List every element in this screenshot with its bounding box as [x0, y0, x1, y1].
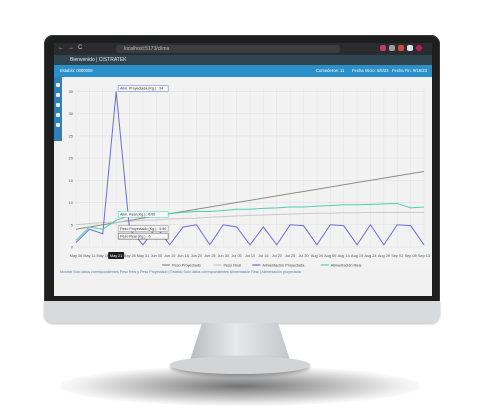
x-tick-highlight	[108, 252, 125, 259]
y-tick-label: 25	[69, 133, 74, 138]
y-tick-label: 30	[69, 111, 74, 116]
x-tick-label: Jun 10	[164, 254, 175, 258]
x-tick-label: Jun 15	[177, 254, 188, 258]
x-tick-label: May 26	[123, 254, 135, 258]
legend-label: Peso Real	[224, 263, 242, 267]
x-tick-label: May 31	[137, 254, 149, 258]
x-tick-label: Jul 15	[258, 254, 268, 258]
legend-label: Peso Proyectado	[172, 263, 201, 267]
tooltip-box	[117, 225, 169, 232]
x-tick-label: Aug 29	[378, 254, 390, 258]
chart-container: 0 5 10 15 20 25 30 35 May 06 May 11 May 16 May 21 Ma…	[62, 79, 432, 269]
tooltip-box	[117, 211, 169, 218]
establo-label: Establo: 0000008	[60, 68, 93, 73]
monitor-stand-neck	[190, 323, 290, 360]
x-tick-label: May 06	[70, 254, 82, 258]
x-tick-label: Jun 30	[218, 254, 229, 258]
x-tick-label: May 21	[110, 254, 122, 258]
forward-icon[interactable]: →	[68, 45, 74, 51]
extension-icon[interactable]	[407, 45, 413, 51]
tooltip-text: Peso Real (Kg.) : 6	[120, 234, 150, 238]
fecha-fin-label: Fecha Fin: 9/16/23	[392, 68, 427, 73]
home-icon[interactable]	[56, 83, 60, 87]
tooltip-box	[117, 232, 169, 240]
x-tick-label: Aug 14	[338, 254, 350, 258]
x-tick-label: Sep 08	[405, 254, 417, 258]
monitor-stand-base	[170, 356, 310, 374]
legend-label: Alimentación Proyectada	[262, 263, 305, 267]
x-tick-label: Sep 03	[391, 254, 403, 258]
reset-icon[interactable]	[56, 123, 60, 127]
tooltip-text: Alim. Proyectada (Kg.) : 34	[120, 87, 163, 91]
x-tick-label: Jun 25	[204, 254, 215, 258]
y-tick-label: 15	[69, 178, 74, 183]
y-tick-label: 20	[69, 156, 74, 161]
zoom-icon[interactable]	[56, 93, 60, 97]
legend-label: Alimentación Real	[331, 263, 362, 267]
x-tick-label: Jul 20	[272, 254, 282, 258]
tooltip-text: Peso Proyectado (Kg.) : 5.50	[120, 227, 166, 231]
app-header: Bienvenido | CISTRATEK	[54, 55, 432, 65]
x-tick-label: Jun 20	[191, 254, 202, 258]
x-tick-label: May 16	[97, 254, 109, 258]
address-bar-text: localhost:5173/clima	[124, 46, 170, 52]
x-tick-label: Jul 25	[285, 254, 295, 258]
x-tick-label: Aug 09	[324, 254, 336, 258]
y-tick-label: 0	[71, 245, 74, 250]
profile-avatar[interactable]	[416, 45, 422, 51]
extension-icon[interactable]	[398, 45, 404, 51]
browser-toolbar: ← → C localhost:5173/clima	[54, 43, 432, 55]
x-tick-label: Aug 04	[311, 254, 323, 258]
reload-icon[interactable]: C	[78, 45, 83, 51]
app-title: Bienvenido | CISTRATEK	[70, 57, 127, 63]
footer-note: Mostrar Solo datos correspondientes Peso…	[60, 270, 301, 274]
extension-icon[interactable]	[380, 45, 386, 51]
info-bar: Establo: 0000008 Comederos: 11 Fecha Ini…	[54, 65, 432, 77]
select-icon[interactable]	[56, 113, 60, 117]
x-tick-label: Jul 05	[232, 254, 242, 258]
x-tick-label: Jun 05	[151, 254, 162, 258]
x-tick-label: Sep 13	[418, 254, 430, 258]
extension-icon[interactable]	[389, 45, 395, 51]
pan-icon[interactable]	[56, 103, 60, 107]
x-tick-label: Aug 24	[364, 254, 376, 258]
series-line	[75, 211, 424, 226]
fecha-inicio-label: Fecha Inicio: 5/6/23	[352, 68, 389, 73]
monitor-chin	[44, 301, 440, 323]
x-tick-label: May 11	[83, 254, 95, 258]
tooltip-box	[117, 85, 169, 92]
y-tick-label: 10	[69, 200, 74, 205]
y-tick-label: 5	[71, 222, 74, 227]
tooltip-text: Alim. Real (Kg.) : 6.00	[120, 213, 155, 217]
screen: ← → C localhost:5173/clima Bienvenido | …	[54, 43, 432, 296]
series-line	[75, 170, 425, 230]
address-bar[interactable]: localhost:5173/clima	[116, 45, 340, 53]
chart-tools-sidebar	[54, 77, 62, 141]
x-tick-label: Jul 10	[245, 254, 255, 258]
x-tick-label: Aug 19	[351, 254, 363, 258]
x-tick-label: Jul 30	[298, 254, 308, 258]
y-tick-label: 35	[69, 89, 74, 94]
comederos-label: Comederos: 11	[316, 68, 345, 73]
back-icon[interactable]: ←	[58, 45, 64, 51]
